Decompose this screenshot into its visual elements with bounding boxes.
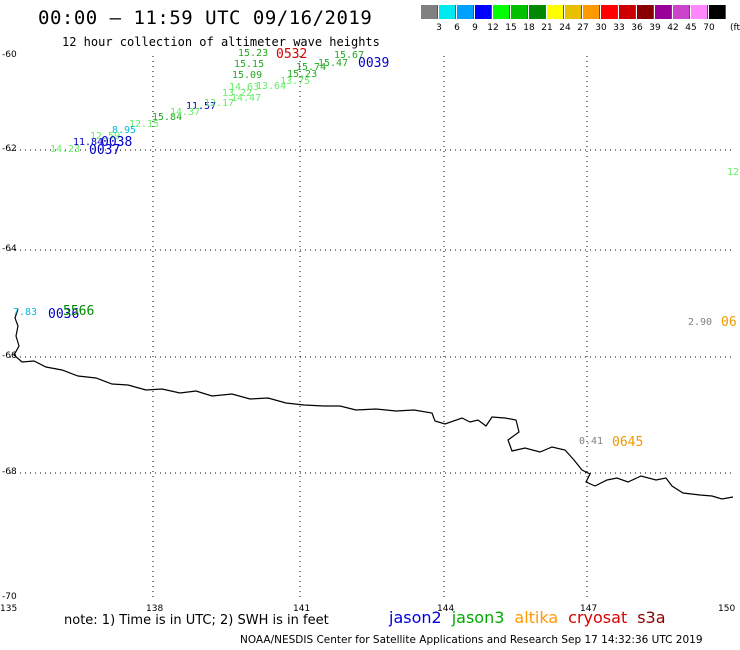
wave-height-label: 15.23 xyxy=(287,69,318,80)
wave-height-label: 0.41 xyxy=(579,436,604,447)
colorbar-swatch xyxy=(601,5,618,19)
pass-time-label: 0532 xyxy=(276,47,308,62)
colorbar-label: 45 xyxy=(685,23,697,33)
longitude-label: 147 xyxy=(580,604,598,614)
colorbar-swatch xyxy=(475,5,492,19)
colorbar-swatch xyxy=(637,5,654,19)
longitude-label: 150 xyxy=(718,604,736,614)
colorbar-label: 3 xyxy=(436,23,442,33)
colorbar-label: 24 xyxy=(559,23,571,33)
chart-title: 00:00 — 11:59 UTC 09/16/2019 xyxy=(38,7,373,29)
wave-height-label: 15.23 xyxy=(238,48,269,59)
colorbar-label: 21 xyxy=(541,23,553,33)
pass-time-label: 0038 xyxy=(101,135,133,150)
wave-height-label: 15.09 xyxy=(232,70,263,81)
colorbar-label: 18 xyxy=(523,23,535,33)
colorbar-label: 33 xyxy=(613,23,625,33)
footer-note: note: 1) Time is in UTC; 2) SWH is in fe… xyxy=(64,613,329,628)
colorbar-swatch xyxy=(583,5,600,19)
colorbar-swatch xyxy=(691,5,708,19)
wave-height-label: 13.75 xyxy=(280,76,311,87)
colorbar-swatch xyxy=(619,5,636,19)
legend-jason2: jason2 xyxy=(389,608,442,627)
pass-time-label: 0036 xyxy=(48,307,80,322)
wave-height-label: 7.83 xyxy=(13,307,38,318)
legend-s3a: s3a xyxy=(637,608,666,627)
latitude-label: -64 xyxy=(2,244,17,254)
wave-height-label: 13.22 xyxy=(222,88,253,99)
colorbar-swatch xyxy=(565,5,582,19)
wave-height-label: 15.84 xyxy=(152,112,183,123)
colorbar-swatch xyxy=(439,5,456,19)
colorbar-label: 30 xyxy=(595,23,607,33)
wave-height-label: 11.57 xyxy=(186,101,217,112)
wave-height-label: 12.15 xyxy=(129,119,160,130)
wave-height-label: 15.74 xyxy=(296,62,327,73)
latitude-label: -70 xyxy=(2,592,17,602)
colorbar-label: 70 xyxy=(703,23,715,33)
colorbar-swatch xyxy=(511,5,528,19)
colorbar-label: 27 xyxy=(577,23,589,33)
colorbar-label: 39 xyxy=(649,23,661,33)
satellite-legend: jason2 jason3 altika cryosat s3a xyxy=(389,608,676,627)
pass-time-label: 5566 xyxy=(63,304,95,319)
legend-cryosat: cryosat xyxy=(568,608,628,627)
wave-height-label: 14.47 xyxy=(231,93,262,104)
latitude-label: -66 xyxy=(2,351,17,361)
wave-height-label: 15.15 xyxy=(234,59,265,70)
chart-subtitle: 12 hour collection of altimeter wave hei… xyxy=(62,35,380,49)
wave-height-label: 14.23 xyxy=(50,144,81,155)
colorbar-swatch xyxy=(547,5,564,19)
latitude-label: -60 xyxy=(2,50,17,60)
legend-jason3: jason3 xyxy=(451,608,505,627)
colorbar-label: 42 xyxy=(667,23,679,33)
colorbar-swatch xyxy=(493,5,510,19)
wave-height-label: 12 xyxy=(727,167,740,178)
pass-time-label: 0039 xyxy=(358,56,390,71)
longitude-label: 141 xyxy=(293,604,311,614)
colorbar-swatch xyxy=(457,5,474,19)
colorbar-swatch xyxy=(709,5,726,19)
wave-height-label: 13.64 xyxy=(256,81,287,92)
wave-height-label: 12.17 xyxy=(204,98,235,109)
pass-time-label: 0037 xyxy=(89,143,121,158)
wave-height-label: 2.90 xyxy=(688,317,713,328)
pass-time-label: 06 xyxy=(721,315,737,330)
longitude-label: 144 xyxy=(437,604,455,614)
colorbar-label: 36 xyxy=(631,23,643,33)
antarctic-coastline xyxy=(13,308,734,500)
wave-height-label: 15.47 xyxy=(318,58,349,69)
wave-height-label: 14.63 xyxy=(229,82,260,93)
footer-credit: NOAA/NESDIS Center for Satellite Applica… xyxy=(240,634,703,646)
wave-height-label: 8.95 xyxy=(112,125,137,136)
latitude-label: -62 xyxy=(2,144,17,154)
colorbar-swatch xyxy=(655,5,672,19)
wave-height-label: 12.59 xyxy=(90,131,121,142)
longitude-label: 138 xyxy=(146,604,164,614)
pass-time-label: 0645 xyxy=(612,435,644,450)
colorbar-swatch xyxy=(529,5,546,19)
colorbar-unit: (ft) xyxy=(730,23,740,33)
colorbar-label: 12 xyxy=(487,23,499,33)
wave-height-label: 14.37 xyxy=(170,107,201,118)
colorbar-label: 9 xyxy=(472,23,478,33)
longitude-label: 135 xyxy=(0,604,18,614)
wave-height-label: 11.84 xyxy=(73,137,104,148)
latitude-label: -68 xyxy=(2,467,17,477)
colorbar-label: 15 xyxy=(505,23,517,33)
colorbar-label: 6 xyxy=(454,23,460,33)
colorbar-swatch xyxy=(421,5,438,19)
colorbar-swatch xyxy=(673,5,690,19)
wave-height-label: 15.67 xyxy=(334,50,365,61)
legend-altika: altika xyxy=(514,608,559,627)
graticule xyxy=(10,56,732,601)
